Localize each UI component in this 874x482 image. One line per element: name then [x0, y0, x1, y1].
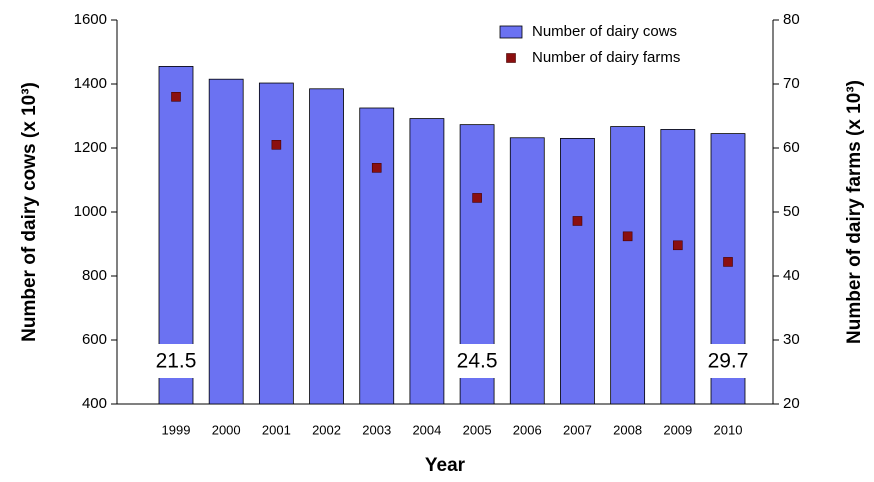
y2-tick-label: 20: [783, 395, 800, 412]
bar: [359, 107, 395, 405]
x-tick-label: 2001: [262, 422, 291, 437]
annotation: 21.5: [156, 350, 197, 373]
x-tick-label: 2009: [663, 422, 692, 437]
marker: [723, 257, 733, 267]
bar: [509, 137, 545, 405]
y2-tick-label: 80: [783, 11, 800, 28]
x-tick-label: 2007: [563, 422, 592, 437]
y2-axis-title: Number of dairy farms (x 10³): [844, 80, 865, 344]
bar: [660, 129, 696, 405]
marker: [622, 231, 633, 242]
x-axis-title: Year: [425, 455, 466, 476]
legend-label: Number of dairy cows: [532, 23, 677, 40]
annotation-box: [451, 344, 504, 378]
bar: [409, 118, 445, 405]
x-tick-label: 2008: [613, 422, 642, 437]
marker: [371, 163, 382, 173]
bar: [258, 82, 294, 405]
x-tick-label: 2003: [362, 422, 391, 437]
x-tick-label: 1999: [162, 422, 191, 437]
y-tick-label: 1400: [74, 75, 107, 92]
y2-tick-label: 30: [783, 331, 800, 348]
x-tick-label: 2002: [312, 422, 341, 437]
marker: [673, 240, 683, 251]
bar: [610, 126, 646, 405]
bar: [208, 78, 244, 405]
y-tick-label: 1200: [74, 139, 107, 156]
x-tick-label: 2010: [714, 422, 743, 437]
y2-tick-label: 50: [783, 203, 800, 220]
legend-swatch: [499, 25, 523, 39]
x-tick-label: 2006: [513, 422, 542, 437]
y-tick-label: 600: [82, 331, 107, 348]
bar: [560, 137, 595, 405]
x-tick-label: 2000: [212, 422, 241, 437]
legend-swatch: [506, 53, 516, 63]
y-tick-label: 800: [82, 267, 107, 284]
marker: [171, 92, 181, 102]
bar: [309, 88, 344, 405]
y2-tick-label: 70: [783, 75, 800, 92]
y-tick-label: 400: [82, 395, 107, 412]
marker: [572, 216, 583, 226]
y-tick-label: 1000: [74, 203, 107, 220]
annotation: 24.5: [457, 350, 498, 373]
marker: [271, 140, 282, 150]
y2-tick-label: 60: [783, 139, 800, 156]
marker: [472, 193, 482, 203]
annotation-box: [702, 344, 754, 378]
x-tick-label: 2004: [412, 422, 441, 437]
y2-tick-label: 40: [783, 267, 800, 284]
y-tick-label: 1600: [74, 11, 107, 28]
x-tick-label: 2005: [463, 422, 492, 437]
y-axis-title: Number of dairy cows (x 10³): [19, 82, 40, 342]
legend-label: Number of dairy farms: [532, 49, 680, 66]
annotation: 29.7: [708, 350, 749, 373]
annotation-box: [150, 344, 202, 378]
